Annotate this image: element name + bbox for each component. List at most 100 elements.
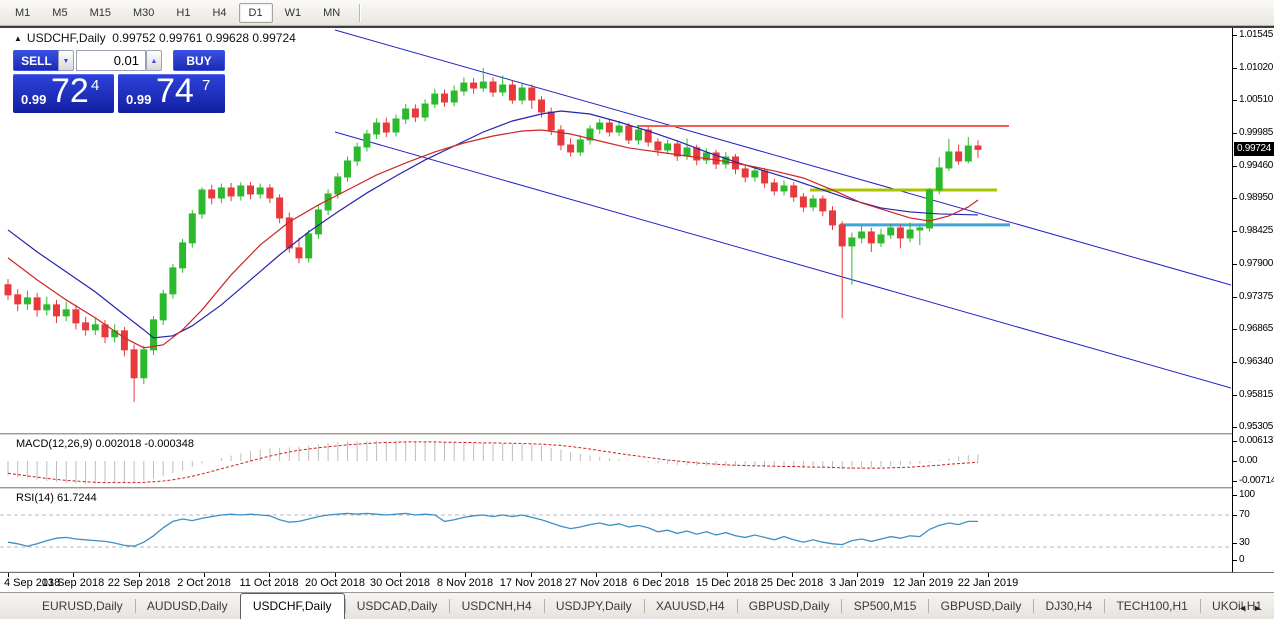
candle-36 bbox=[353, 142, 361, 166]
buy-price-big: 74 bbox=[156, 72, 194, 110]
price-axis[interactable]: 1.01545 1.01020 1.00510 0.99985 0.99460 0.989… bbox=[1232, 28, 1274, 572]
tab-scroll-right-icon[interactable]: ► bbox=[1253, 603, 1268, 613]
axis-tick bbox=[1233, 427, 1237, 429]
timeframe-button-m15[interactable]: M15 bbox=[89, 6, 111, 19]
macd-panel[interactable] bbox=[0, 435, 1232, 487]
chart-tab-usdjpy-daily[interactable]: USDJPY,Daily bbox=[555, 599, 632, 613]
date-tick bbox=[727, 573, 728, 577]
date-axis-label: 4 Sep 2018 bbox=[4, 577, 61, 589]
candlestick-chart[interactable] bbox=[0, 28, 1232, 433]
candle-79 bbox=[770, 178, 778, 196]
candle-5 bbox=[53, 299, 60, 324]
candle-95 bbox=[926, 187, 933, 232]
axis-tick bbox=[1233, 362, 1237, 363]
chart-tab-sp500-m15[interactable]: SP500,M15 bbox=[853, 599, 917, 613]
chart-tab-usdcad-daily[interactable]: USDCAD,Daily bbox=[356, 599, 438, 613]
timeframe-button-h4[interactable]: H4 bbox=[212, 6, 227, 19]
candle-2 bbox=[23, 290, 31, 310]
slow-moving-average-line bbox=[7, 110, 979, 339]
chart-tab-usdchf-daily[interactable]: USDCHF,Daily bbox=[239, 593, 345, 619]
sell-price-tile[interactable]: 0.99 72 4 bbox=[13, 72, 114, 113]
candle-72 bbox=[702, 148, 710, 165]
candle-45 bbox=[441, 89, 448, 107]
candle-90 bbox=[877, 228, 885, 248]
volume-up-button[interactable]: ▲ bbox=[146, 50, 162, 71]
tab-scroll-left-icon[interactable]: ◄ bbox=[1238, 603, 1254, 613]
axis-tick bbox=[1233, 34, 1237, 36]
chart-title: USDCHF,Daily bbox=[26, 31, 106, 45]
rsi-axis-label: 70 bbox=[1239, 509, 1250, 520]
timeframe-button-mn[interactable]: MN bbox=[323, 6, 341, 19]
date-axis-label: 2 Oct 2018 bbox=[177, 577, 231, 589]
timeframe-button-h1[interactable]: H1 bbox=[176, 6, 191, 19]
candle-23 bbox=[227, 182, 235, 202]
chart-symbol-header: ▲ USDCHF,Daily 0.99752 0.99761 0.99628 0.… bbox=[14, 31, 296, 45]
timeframe-toolbar: M1 M5 M15 M30 H1 H4 D1 W1 MN bbox=[0, 0, 1274, 26]
timeframe-button-m30[interactable]: M30 bbox=[132, 6, 155, 19]
candle-13 bbox=[130, 344, 138, 402]
date-axis-label: 30 Oct 2018 bbox=[370, 577, 430, 589]
chart-tab-xauusd-h4[interactable]: XAUUSD,H4 bbox=[655, 599, 725, 613]
candle-40 bbox=[392, 114, 400, 137]
price-axis-label: 0.96865 bbox=[1239, 323, 1274, 335]
buy-button[interactable]: BUY bbox=[173, 50, 225, 71]
candle-69 bbox=[673, 140, 681, 161]
descending-channel-lower[interactable] bbox=[334, 131, 1232, 389]
rsi-chart bbox=[0, 512, 1232, 548]
chart-tab-audusd-daily[interactable]: AUDUSD,Daily bbox=[146, 599, 228, 613]
collapse-icon[interactable]: ▲ bbox=[14, 34, 22, 43]
candle-51 bbox=[499, 75, 507, 97]
date-tick bbox=[465, 573, 466, 577]
rsi-axis-label: 30 bbox=[1239, 537, 1250, 548]
candle-76 bbox=[741, 165, 749, 183]
candle-7 bbox=[72, 304, 80, 330]
chart-tab-eurusd-daily[interactable]: EURUSD,Daily bbox=[42, 599, 123, 613]
sell-button[interactable]: SELL bbox=[13, 50, 60, 71]
timeframe-button-w1[interactable]: W1 bbox=[284, 6, 302, 19]
candle-88 bbox=[858, 224, 866, 244]
rsi-panel-divider[interactable] bbox=[0, 487, 1274, 489]
chart-tab-ukoil-h1[interactable]: UKOil,H1 bbox=[1212, 599, 1263, 613]
candle-49 bbox=[479, 68, 487, 92]
candle-85 bbox=[829, 206, 836, 231]
date-axis-label: 25 Dec 2018 bbox=[760, 577, 824, 589]
axis-tick bbox=[1233, 100, 1237, 101]
timeframe-button-m5[interactable]: M5 bbox=[52, 6, 68, 19]
price-axis-label: 0.99460 bbox=[1239, 159, 1274, 171]
rsi-indicator-label: RSI(14) 61.7244 bbox=[16, 492, 97, 504]
price-axis-label: 0.97375 bbox=[1239, 290, 1274, 302]
date-tick bbox=[73, 573, 74, 577]
chart-tab-tech100-h1[interactable]: TECH100,H1 bbox=[1116, 599, 1188, 613]
macd-panel-divider[interactable] bbox=[0, 433, 1274, 435]
volume-input[interactable] bbox=[76, 50, 146, 71]
candle-42 bbox=[411, 104, 419, 123]
price-axis-label: 0.95305 bbox=[1239, 421, 1274, 433]
candle-61 bbox=[596, 118, 604, 134]
timeframe-button-m1[interactable]: M1 bbox=[15, 6, 31, 19]
candle-12 bbox=[120, 326, 128, 357]
buy-price-tile[interactable]: 0.99 74 7 bbox=[118, 72, 225, 113]
rsi-panel[interactable] bbox=[0, 489, 1232, 571]
price-axis-label: 0.96340 bbox=[1239, 356, 1274, 367]
chart-tab-dj30-h4[interactable]: DJ30,H4 bbox=[1045, 599, 1093, 613]
candle-84 bbox=[819, 195, 827, 217]
chart-window-border bbox=[0, 26, 1274, 28]
chart-tab-gbpusd-daily[interactable]: GBPUSD,Daily bbox=[748, 599, 830, 613]
date-axis[interactable]: 4 Sep 2018 13 Sep 2018 22 Sep 2018 2 Oct 20… bbox=[0, 572, 1274, 592]
volume-down-button[interactable]: ▼ bbox=[58, 50, 74, 71]
candle-26 bbox=[256, 183, 264, 199]
timeframe-button-d1[interactable]: D1 bbox=[238, 2, 273, 23]
candle-93 bbox=[906, 222, 914, 243]
candle-39 bbox=[382, 117, 390, 138]
date-tick bbox=[596, 573, 597, 577]
date-tick bbox=[335, 573, 336, 577]
chart-tab-usdcnh-h4[interactable]: USDCNH,H4 bbox=[461, 599, 532, 613]
chevron-down-icon: ▼ bbox=[62, 58, 70, 65]
macd-signal-line bbox=[7, 441, 979, 484]
candle-59 bbox=[576, 135, 584, 156]
axis-tick bbox=[1233, 543, 1237, 544]
descending-channel-upper[interactable] bbox=[334, 29, 1232, 286]
chart-tab-gbpusd-daily[interactable]: GBPUSD,Daily bbox=[940, 599, 1022, 613]
candle-52 bbox=[508, 80, 516, 104]
